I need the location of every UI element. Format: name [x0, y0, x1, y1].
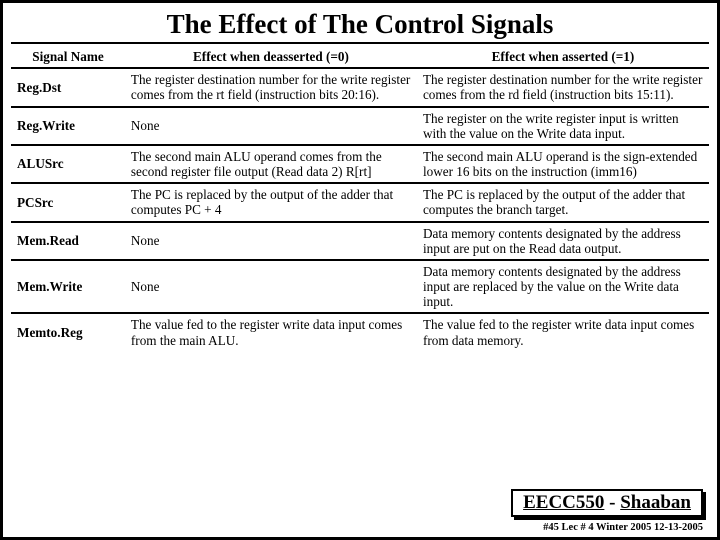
asserted-cell: The register destination number for the …: [417, 68, 709, 106]
slide-title: The Effect of The Control Signals: [11, 9, 709, 44]
signal-name: PCSrc: [11, 183, 125, 221]
deasserted-cell: None: [125, 107, 417, 145]
deasserted-cell: The PC is replaced by the output of the …: [125, 183, 417, 221]
slide-frame: The Effect of The Control Signals Signal…: [0, 0, 720, 540]
asserted-cell: The value fed to the register write data…: [417, 313, 709, 350]
footer-dash: -: [604, 492, 620, 513]
deasserted-cell: None: [125, 260, 417, 314]
col-header-name: Signal Name: [11, 46, 125, 68]
footer-course: EECC550: [523, 492, 604, 513]
asserted-cell: Data memory contents designated by the a…: [417, 260, 709, 314]
deasserted-cell: The second main ALU operand comes from t…: [125, 145, 417, 183]
table-row: ALUSrc The second main ALU operand comes…: [11, 145, 709, 183]
signal-name: Reg.Write: [11, 107, 125, 145]
footer-author: Shaaban: [620, 492, 691, 513]
signal-name: Reg.Dst: [11, 68, 125, 106]
signal-name: ALUSrc: [11, 145, 125, 183]
control-signals-table: Signal Name Effect when deasserted (=0) …: [11, 46, 709, 351]
deasserted-cell: The register destination number for the …: [125, 68, 417, 106]
col-header-asserted: Effect when asserted (=1): [417, 46, 709, 68]
col-header-deasserted: Effect when deasserted (=0): [125, 46, 417, 68]
signal-name: Mem.Write: [11, 260, 125, 314]
asserted-cell: The second main ALU operand is the sign-…: [417, 145, 709, 183]
table-row: Mem.Write None Data memory contents desi…: [11, 260, 709, 314]
footer-box: EECC550 - Shaaban: [511, 489, 703, 517]
table-row: Reg.Write None The register on the write…: [11, 107, 709, 145]
table-header-row: Signal Name Effect when deasserted (=0) …: [11, 46, 709, 68]
asserted-cell: The register on the write register input…: [417, 107, 709, 145]
table-row: PCSrc The PC is replaced by the output o…: [11, 183, 709, 221]
asserted-cell: The PC is replaced by the output of the …: [417, 183, 709, 221]
asserted-cell: Data memory contents designated by the a…: [417, 222, 709, 260]
table-row: Memto.Reg The value fed to the register …: [11, 313, 709, 350]
deasserted-cell: None: [125, 222, 417, 260]
signal-name: Mem.Read: [11, 222, 125, 260]
deasserted-cell: The value fed to the register write data…: [125, 313, 417, 350]
signal-name: Memto.Reg: [11, 313, 125, 350]
table-row: Mem.Read None Data memory contents desig…: [11, 222, 709, 260]
footer-line: #45 Lec # 4 Winter 2005 12-13-2005: [543, 522, 703, 533]
table-row: Reg.Dst The register destination number …: [11, 68, 709, 106]
